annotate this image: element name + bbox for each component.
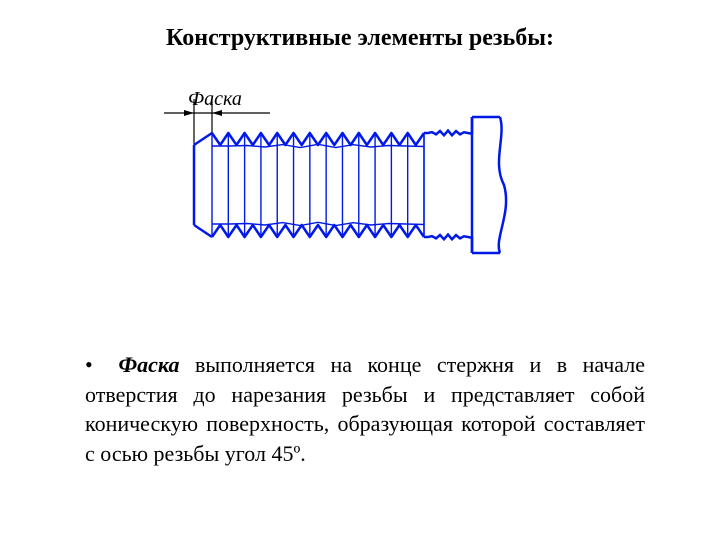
bullet: • <box>85 350 103 380</box>
thread-diagram <box>160 85 540 275</box>
body-paragraph: • Фаска выполняется на конце стержня и в… <box>85 350 645 469</box>
page-title: Конструктивные элементы резьбы: <box>0 25 720 52</box>
term-faska: Фаска <box>118 352 179 377</box>
